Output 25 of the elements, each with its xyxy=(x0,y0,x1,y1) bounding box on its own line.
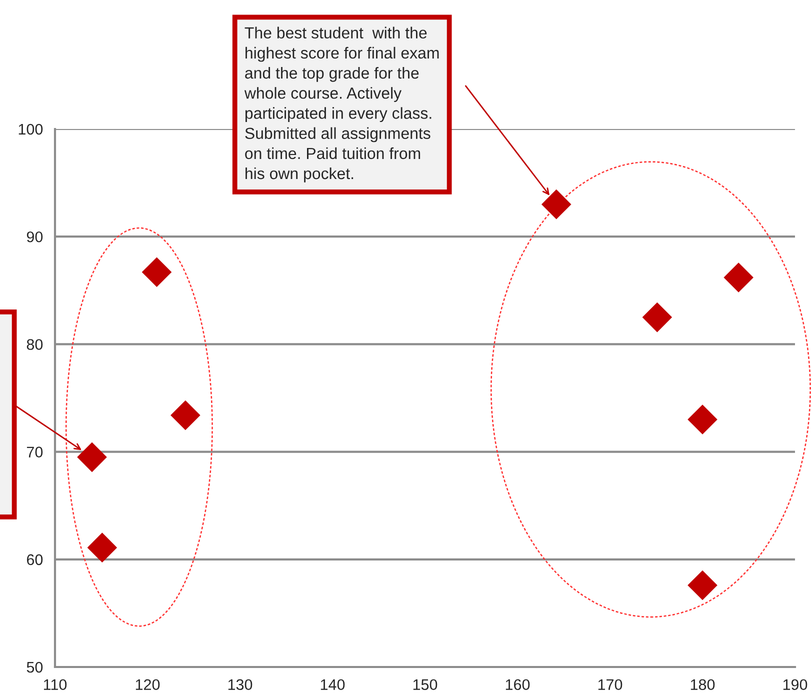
annotation: The best student with the highest score for final exam and the top grade for the whole course. Actively participated in every class. Submitted all assignments on time. Paid tuition from his own pocket. xyxy=(244,26,439,182)
point xyxy=(87,532,118,562)
point xyxy=(541,189,572,220)
x-tick-label: 160 xyxy=(506,679,530,690)
point xyxy=(142,257,172,288)
y-tick-label: 90 xyxy=(26,231,43,242)
x-tick-label: 120 xyxy=(136,679,160,690)
y-tick-label: 100 xyxy=(18,124,43,135)
x-tick-label: 190 xyxy=(783,679,808,690)
y-tick-label: 50 xyxy=(26,662,43,673)
y-tick-label: 60 xyxy=(26,554,43,566)
point xyxy=(688,570,718,600)
point xyxy=(724,262,754,292)
point xyxy=(170,400,200,430)
point xyxy=(77,442,107,472)
x-tick-label: 140 xyxy=(320,679,345,690)
x-tick-label: 180 xyxy=(690,679,715,690)
point xyxy=(688,404,718,434)
y-tick-label: 70 xyxy=(26,446,43,458)
x-tick-label: 170 xyxy=(598,679,622,690)
x-tick-label: 150 xyxy=(413,679,438,690)
x-tick-label: 110 xyxy=(44,679,67,690)
point xyxy=(642,302,672,332)
y-tick-label: 80 xyxy=(26,339,43,350)
x-tick-label: 130 xyxy=(228,679,252,690)
